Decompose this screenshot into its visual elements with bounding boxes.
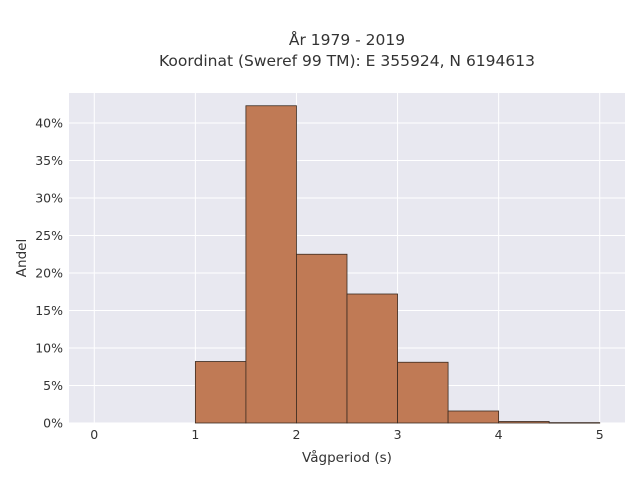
histogram-bar: [498, 421, 550, 424]
histogram-bar: [296, 253, 348, 424]
y-tick-label: 30%: [35, 191, 63, 206]
x-tick-label: 3: [394, 427, 402, 442]
histogram-bars: [194, 105, 601, 424]
x-tick-label: 2: [292, 427, 300, 442]
x-tick-label: 4: [495, 427, 503, 442]
y-tick-label: 15%: [35, 303, 63, 318]
histogram-bar: [447, 410, 500, 424]
y-tick-label: 20%: [35, 266, 63, 281]
y-tick-label: 35%: [35, 153, 63, 168]
histogram-bar: [548, 422, 601, 424]
y-tick-label: 10%: [35, 341, 63, 356]
y-axis-label: Andel: [14, 239, 30, 277]
y-tick-label: 25%: [35, 228, 63, 243]
histogram-bar: [194, 361, 247, 424]
histogram-bar: [397, 361, 449, 424]
x-tick-label: 5: [596, 427, 604, 442]
y-tick-label: 5%: [43, 378, 63, 393]
x-tick-labels: 0 1 2 3 4 5: [90, 427, 603, 442]
y-tick-label: 40%: [35, 116, 63, 131]
x-tick-label: 1: [191, 427, 199, 442]
y-tick-labels: 0% 5% 10% 15% 20% 25% 30% 35% 40%: [35, 116, 63, 431]
histogram-bar: [346, 293, 398, 424]
x-tick-label: 0: [90, 427, 98, 442]
histogram-bar: [245, 105, 297, 424]
chart-title-line-2: Koordinat (Sweref 99 TM): E 355924, N 61…: [159, 52, 535, 70]
x-axis-label: Vågperiod (s): [302, 449, 392, 466]
y-tick-label: 0%: [43, 416, 63, 431]
chart-title-line-1: År 1979 - 2019: [289, 30, 405, 49]
